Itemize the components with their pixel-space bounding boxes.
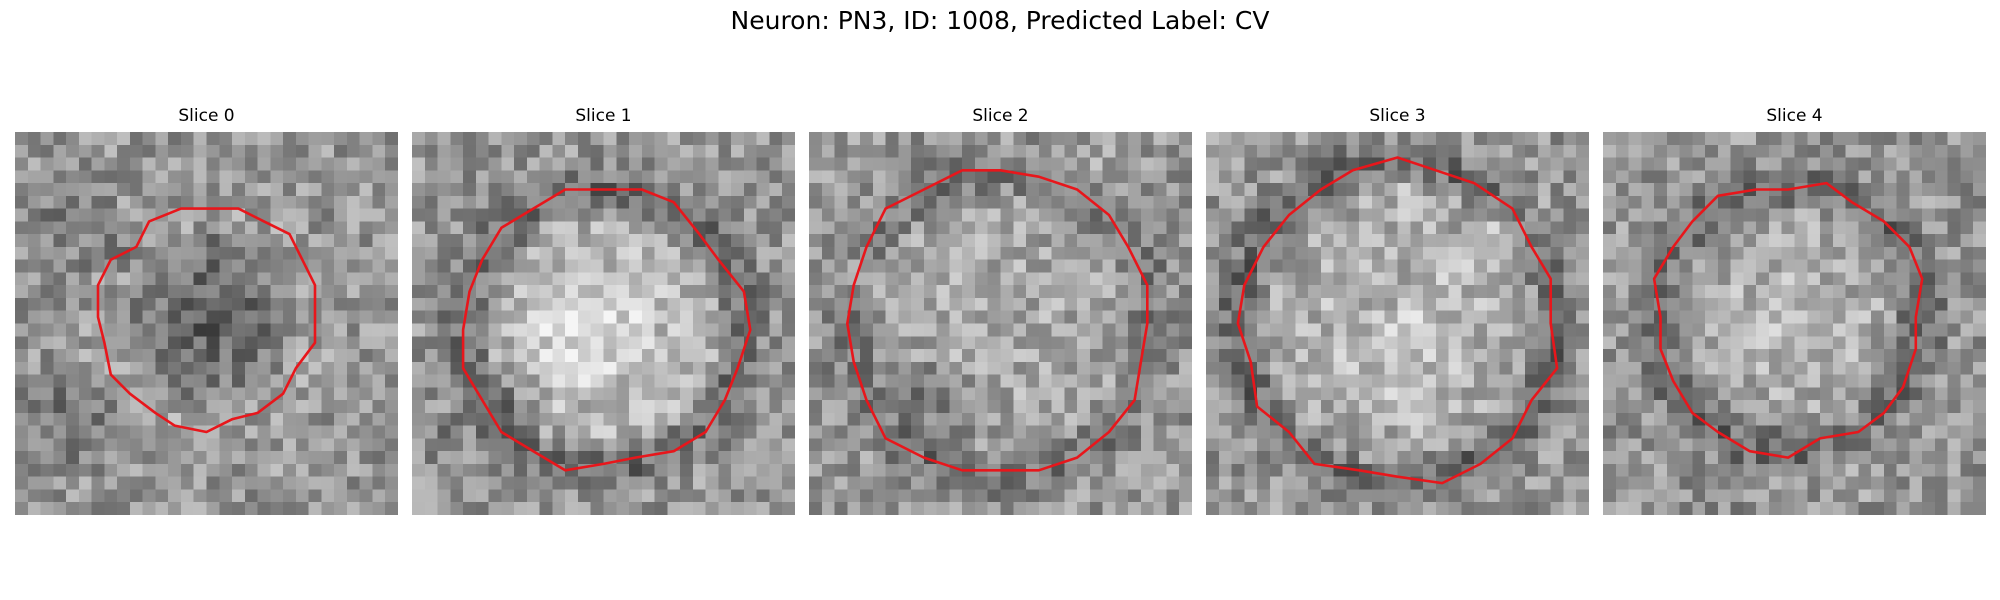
slice-panel-2: Slice 2 [809, 106, 1192, 515]
slice-title-2: Slice 2 [972, 106, 1029, 126]
slice-title-0: Slice 0 [178, 106, 235, 126]
slice-title-3: Slice 3 [1369, 106, 1426, 126]
slice-image-1 [412, 132, 795, 515]
roi-contour [96, 207, 317, 434]
roi-contour [461, 188, 752, 472]
figure-title: Neuron: PN3, ID: 1008, Predicted Label: … [730, 6, 1270, 35]
slice-panel-0: Slice 0 [15, 106, 398, 515]
slice-image-2 [809, 132, 1192, 515]
slice-image-0 [15, 132, 398, 515]
slice-panel-3: Slice 3 [1206, 106, 1589, 515]
slice-title-4: Slice 4 [1766, 106, 1823, 126]
slice-image-3 [1206, 132, 1589, 515]
slice-panel-4: Slice 4 [1603, 106, 1986, 515]
slice-image-4 [1603, 132, 1986, 515]
slice-title-1: Slice 1 [575, 106, 632, 126]
roi-contour [1236, 156, 1559, 485]
slice-panel-1: Slice 1 [412, 106, 795, 515]
roi-contour [845, 168, 1149, 472]
roi-contour [1652, 181, 1924, 459]
